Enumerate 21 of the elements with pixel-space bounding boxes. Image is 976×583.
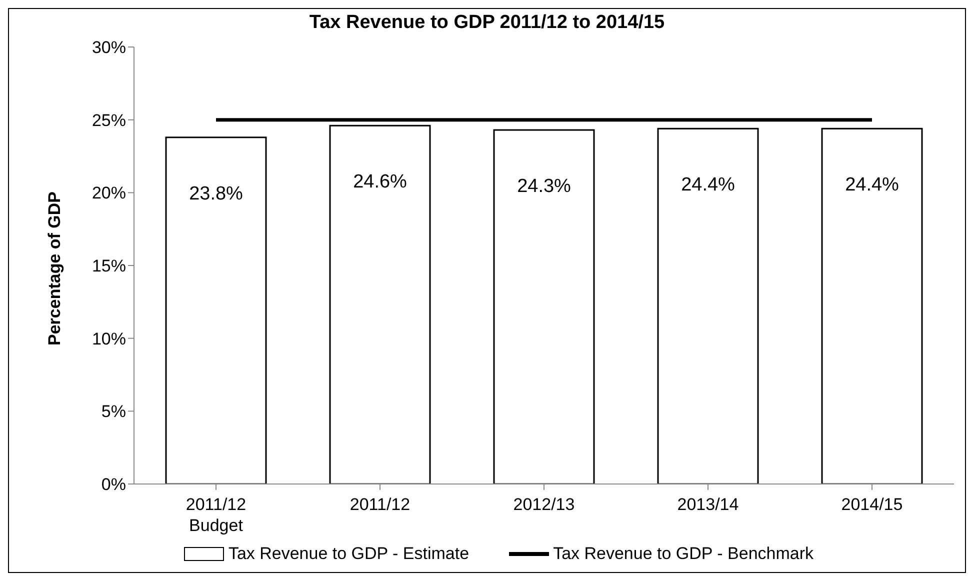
- data-label: 24.6%: [353, 172, 408, 193]
- y-tick-label: 30%: [92, 38, 126, 58]
- legend-label: Tax Revenue to GDP - Estimate: [228, 544, 470, 564]
- x-tick-label: 2014/15: [841, 495, 903, 514]
- x-tick-label: 2011/12: [350, 495, 410, 514]
- y-axis-title: Percentage of GDP: [45, 192, 64, 346]
- x-tick-label: 2012/13: [513, 495, 575, 514]
- chart-title: Tax Revenue to GDP 2011/12 to 2014/15: [308, 11, 666, 35]
- data-label: 24.4%: [681, 174, 736, 196]
- x-tick-label: 2011/12 Budget: [186, 495, 246, 535]
- data-label: 24.4%: [845, 174, 900, 196]
- y-tick-label: 0%: [101, 475, 126, 494]
- y-tick-label: 10%: [92, 329, 126, 348]
- legend-label: Tax Revenue to GDP - Benchmark: [553, 544, 814, 564]
- y-tick-label: 20%: [92, 184, 126, 203]
- y-tick-label: 15%: [92, 256, 126, 276]
- y-tick-label: 5%: [101, 402, 126, 422]
- x-tick-label: 2013/14: [677, 495, 739, 514]
- data-label: 24.3%: [517, 176, 572, 198]
- y-tick-label: 25%: [92, 110, 126, 130]
- data-label: 23.8%: [189, 183, 244, 204]
